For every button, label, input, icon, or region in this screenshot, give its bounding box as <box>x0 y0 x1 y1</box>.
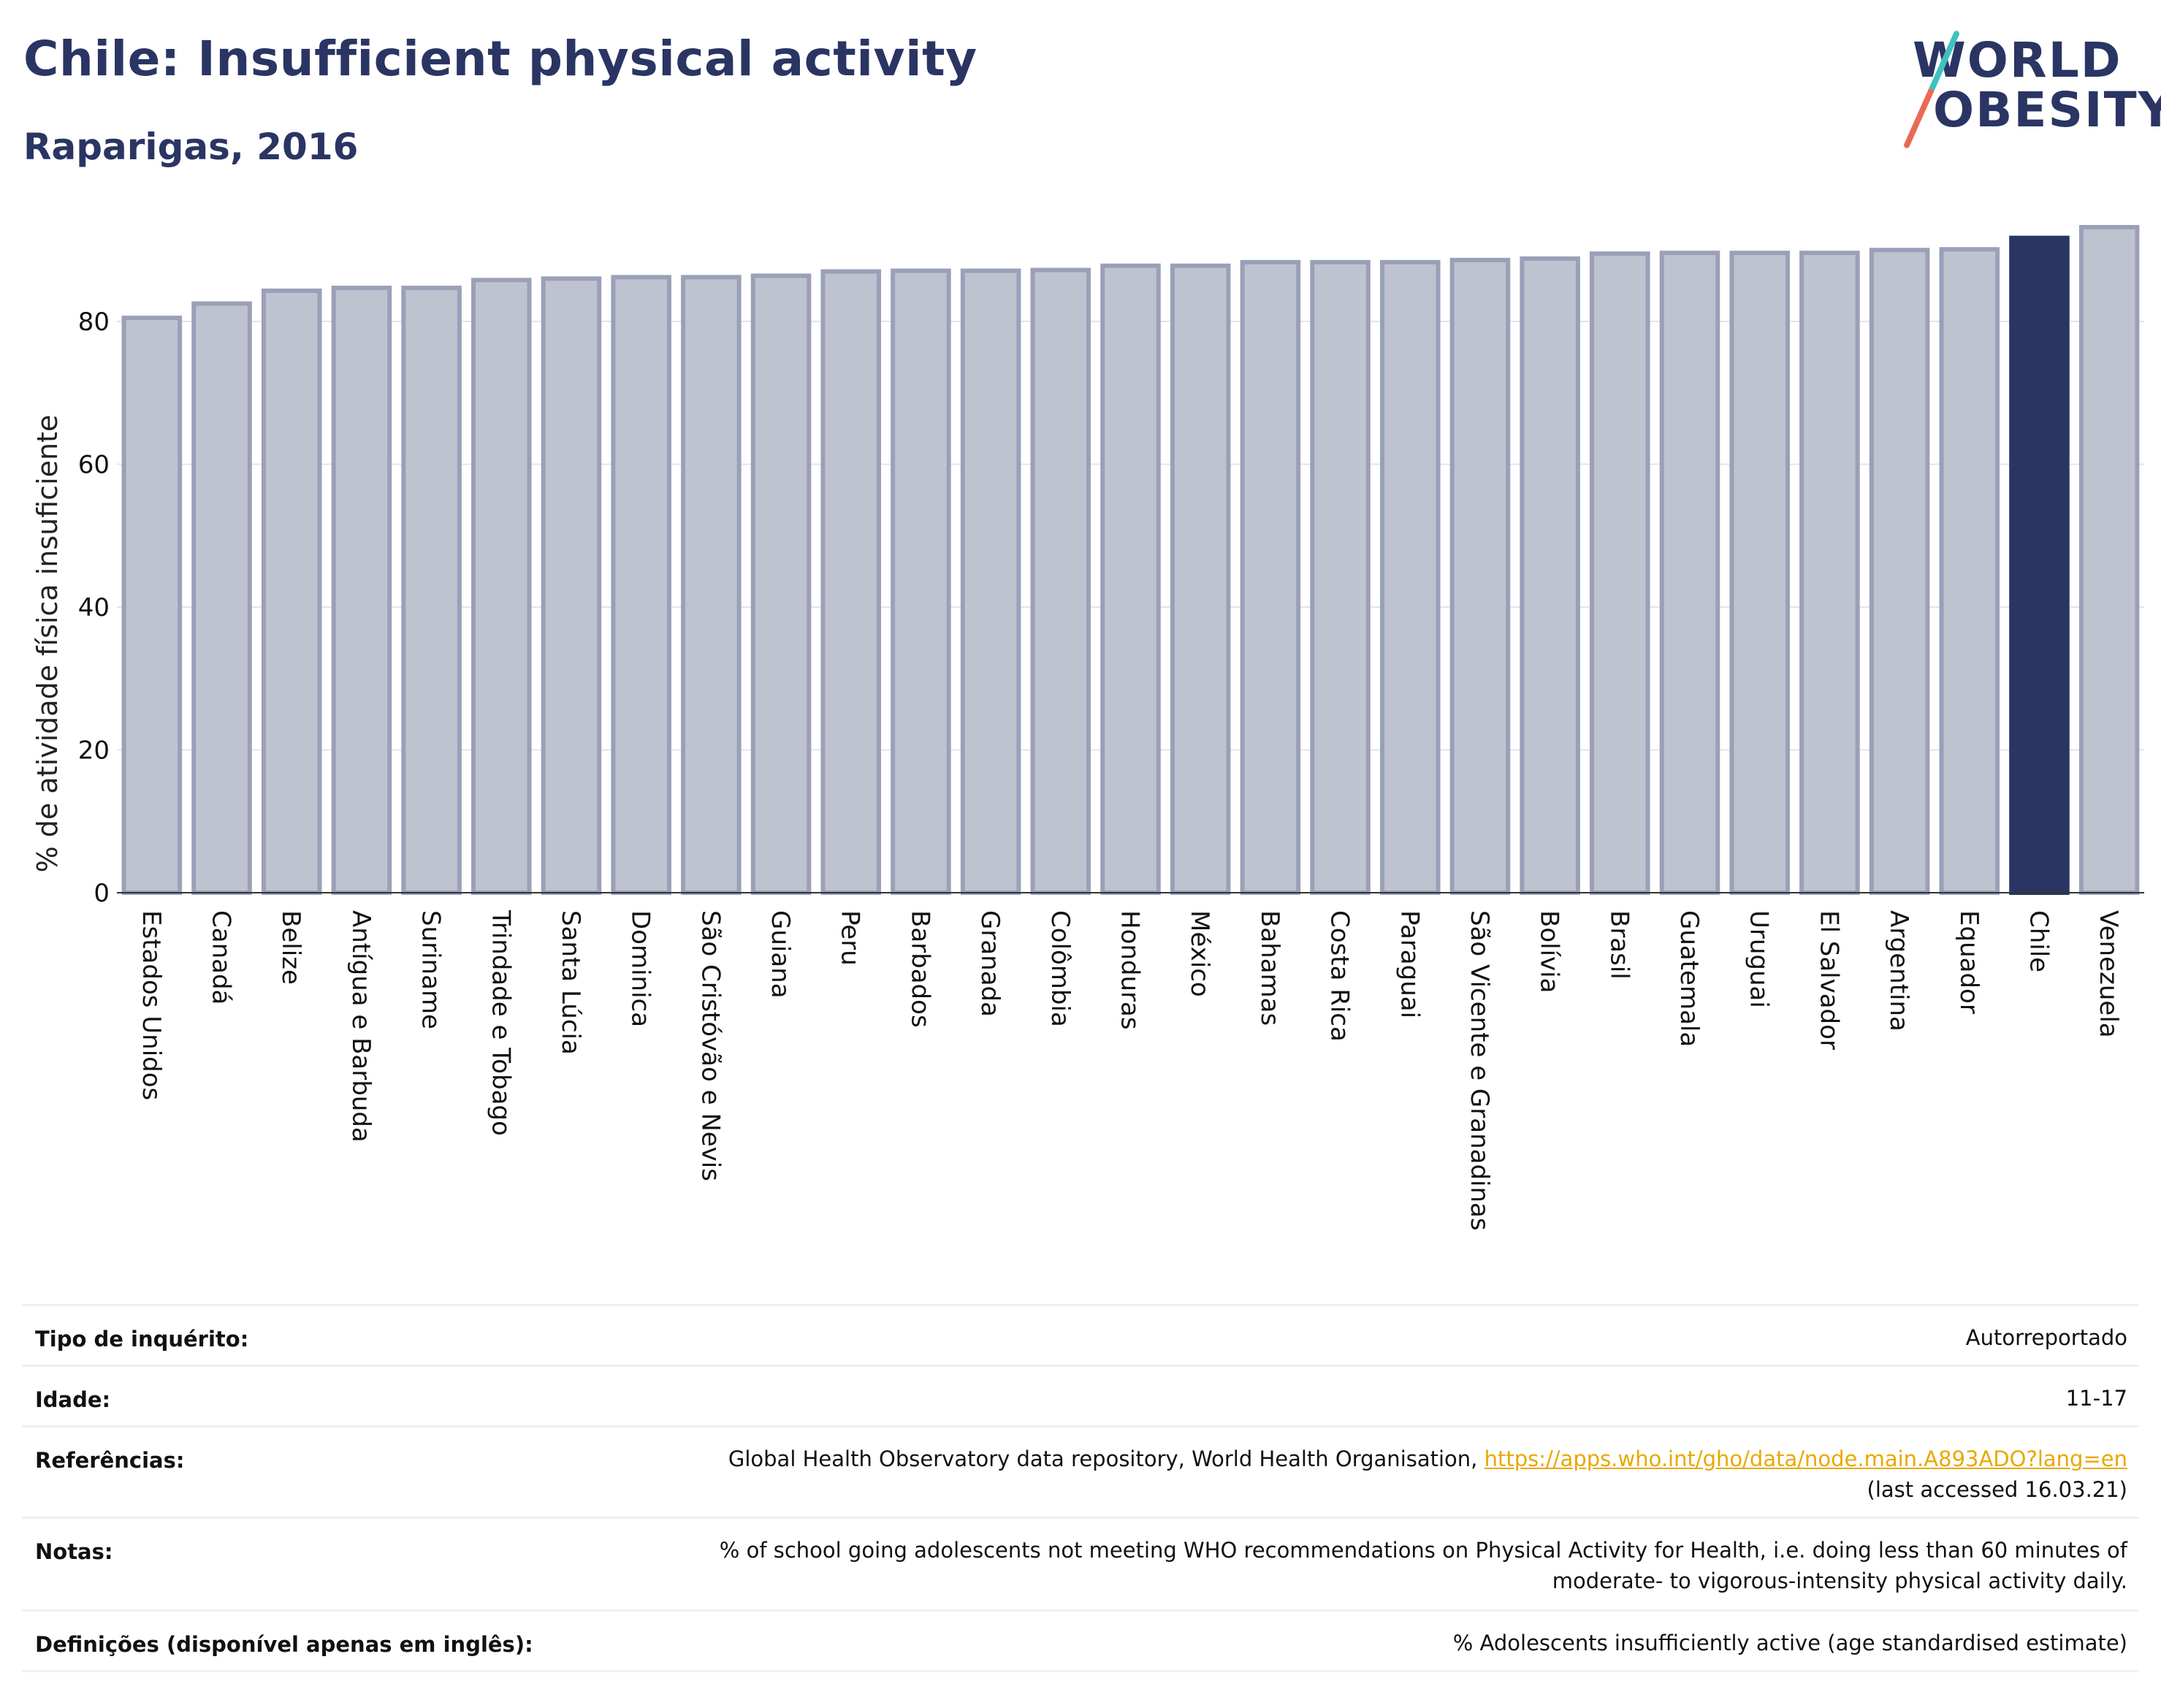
y-tick-label: 0 <box>94 879 110 908</box>
info-row-definitions: Definições (disponível apenas em inglês)… <box>22 1609 2139 1672</box>
info-row-notes: Notas: % of school going adolescents not… <box>22 1517 2139 1609</box>
reference-link[interactable]: https://apps.who.int/gho/data/node.main.… <box>1484 1446 2127 1471</box>
info-label: Idade: <box>35 1387 111 1412</box>
x-tick-label: Belize <box>276 910 305 985</box>
bar-trindade-e-tobago <box>471 278 532 895</box>
x-tick-label: Trindade e Tobago <box>486 910 515 1136</box>
x-tick-label: Estados Unidos <box>137 910 166 1100</box>
info-label: Referências: <box>35 1448 185 1473</box>
x-tick-label: Barbados <box>905 910 934 1028</box>
bar-col-mbia <box>1030 267 1091 895</box>
bar-barbados <box>891 268 951 896</box>
x-tick-label: Honduras <box>1116 910 1145 1030</box>
bar-bahamas <box>1240 259 1301 895</box>
info-value: % of school going adolescents not meetin… <box>720 1535 2139 1596</box>
reference-accessed: (last accessed 16.03.21) <box>1867 1477 2127 1502</box>
bar-bol-via <box>1520 256 1580 896</box>
x-tick-label: Equador <box>1954 910 1983 1014</box>
bar-uruguai <box>1729 251 1790 896</box>
x-tick-label: Peru <box>836 910 865 966</box>
bar-chart: 0 20 40 60 80 Estados Unidos Canadá Belize Antí… <box>31 224 2144 1231</box>
x-tick-label: Santa Lúcia <box>556 910 585 1055</box>
bar-costa-rica <box>1310 259 1371 895</box>
bar-belize <box>261 288 322 895</box>
y-tick-label: 80 <box>78 308 110 337</box>
bar-brasil <box>1590 251 1650 895</box>
info-row-age: Idade: 11-17 <box>22 1365 2139 1425</box>
bar-honduras <box>1100 263 1161 895</box>
x-tick-label: Costa Rica <box>1325 910 1354 1042</box>
info-label: Definições (disponível apenas em inglês)… <box>35 1632 533 1657</box>
logo-line-2: OBESITY <box>1933 82 2161 138</box>
bar-ant-gua-e-barbuda <box>331 286 392 895</box>
y-axis-title: % de atividade física insuficiente <box>31 415 64 873</box>
info-value: % Adolescents insufficiently active (age… <box>1452 1631 2127 1655</box>
bars <box>121 224 2140 896</box>
bar-paraguai <box>1379 259 1441 895</box>
bar-el-salvador <box>1799 251 1860 896</box>
info-label: Tipo de inquérito: <box>35 1327 249 1351</box>
notes-line-1: % of school going adolescents not meetin… <box>719 1538 2127 1563</box>
bar-santa-l-cia <box>541 276 602 896</box>
x-tick-label: Chile <box>2024 910 2053 972</box>
x-tick-label: Guatemala <box>1674 910 1704 1047</box>
x-tick-label: Argentina <box>1884 910 1913 1032</box>
bar-s-o-vicente-e-granadinas <box>1449 257 1511 895</box>
bar-m-xico <box>1170 263 1231 895</box>
x-tick-label: São Vicente e Granadinas <box>1465 910 1494 1231</box>
bar-granada <box>960 268 1021 896</box>
bar-canad- <box>191 301 252 895</box>
page-subtitle: Raparigas, 2016 <box>23 126 359 168</box>
bar-guatemala <box>1659 251 1720 896</box>
x-tick-label: Bolívia <box>1535 910 1564 993</box>
x-tick-label: Bahamas <box>1255 910 1284 1026</box>
bar-chile <box>2009 235 2070 895</box>
x-axis-labels: Estados Unidos Canadá Belize Antígua e Barb… <box>137 910 2123 1231</box>
x-tick-label: Uruguai <box>1745 910 1774 1008</box>
x-tick-label: Venezuela <box>2094 910 2123 1038</box>
bar-equador <box>1939 247 2000 895</box>
bar-suriname <box>401 286 462 895</box>
x-tick-label: Guiana <box>766 910 795 999</box>
bar-guiana <box>750 273 812 895</box>
notes-line-2: moderate- to vigorous-intensity physical… <box>1552 1568 2127 1593</box>
x-tick-label: Suriname <box>416 910 446 1029</box>
x-tick-label: Dominica <box>626 910 655 1027</box>
x-tick-label: Canadá <box>207 910 236 1004</box>
x-tick-label: Brasil <box>1604 910 1634 980</box>
x-tick-label: Granada <box>975 910 1005 1017</box>
x-tick-label: Colômbia <box>1045 910 1075 1027</box>
page-title: Chile: Insufficient physical activity <box>23 31 977 87</box>
bar-peru <box>820 269 882 895</box>
x-tick-label: El Salvador <box>1814 910 1843 1050</box>
bar-argentina <box>1869 248 1930 895</box>
x-tick-label: Paraguai <box>1395 910 1424 1018</box>
bar-estados-unidos <box>121 316 183 895</box>
info-row-survey-type: Tipo de inquérito: Autorreportado <box>22 1304 2139 1365</box>
info-row-references: Referências: Global Health Observatory d… <box>22 1425 2139 1517</box>
y-tick-label: 20 <box>78 736 110 766</box>
bar-venezuela <box>2078 224 2140 896</box>
y-axis-ticks: 0 20 40 60 80 <box>78 308 110 908</box>
x-tick-label: México <box>1185 910 1214 997</box>
reference-text: Global Health Observatory data repositor… <box>728 1446 1485 1471</box>
x-tick-label: Antígua e Barbuda <box>346 910 376 1143</box>
info-value: 11-17 <box>2065 1386 2127 1411</box>
y-tick-label: 40 <box>78 593 110 622</box>
info-table: Tipo de inquérito: Autorreportado Idade:… <box>22 1304 2139 1672</box>
world-obesity-logo: WORLD OBESITY <box>1902 22 2161 153</box>
bar-dominica <box>611 275 671 895</box>
y-tick-label: 60 <box>78 451 110 480</box>
x-tick-label: São Cristóvão e Nevis <box>695 910 725 1181</box>
bar-s-o-crist-v-o-e-nevis <box>681 275 742 895</box>
info-value: Autorreportado <box>1965 1325 2127 1350</box>
info-label: Notas: <box>35 1539 113 1564</box>
info-value: Global Health Observatory data repositor… <box>728 1444 2139 1505</box>
